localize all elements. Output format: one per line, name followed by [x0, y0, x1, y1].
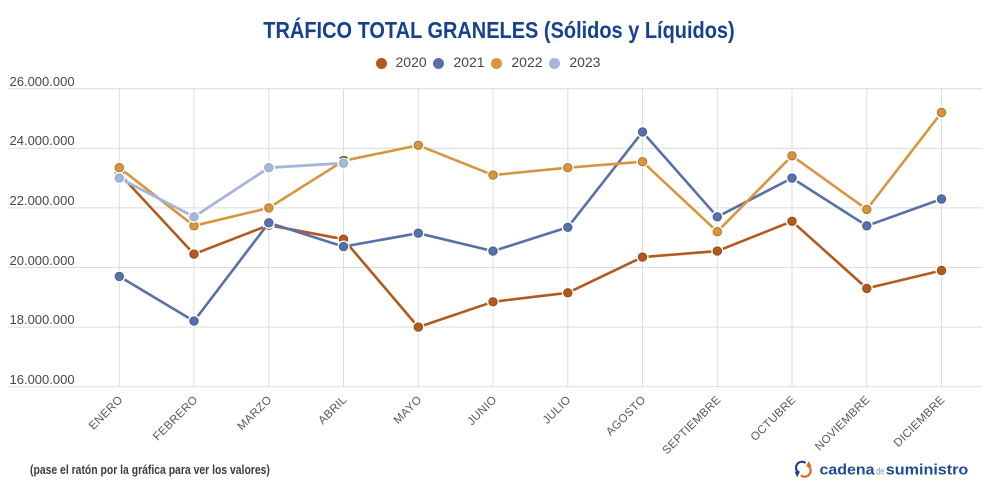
svg-text:de: de: [876, 466, 884, 478]
svg-text:cadena: cadena: [820, 463, 876, 479]
svg-text:suministro: suministro: [886, 463, 969, 479]
